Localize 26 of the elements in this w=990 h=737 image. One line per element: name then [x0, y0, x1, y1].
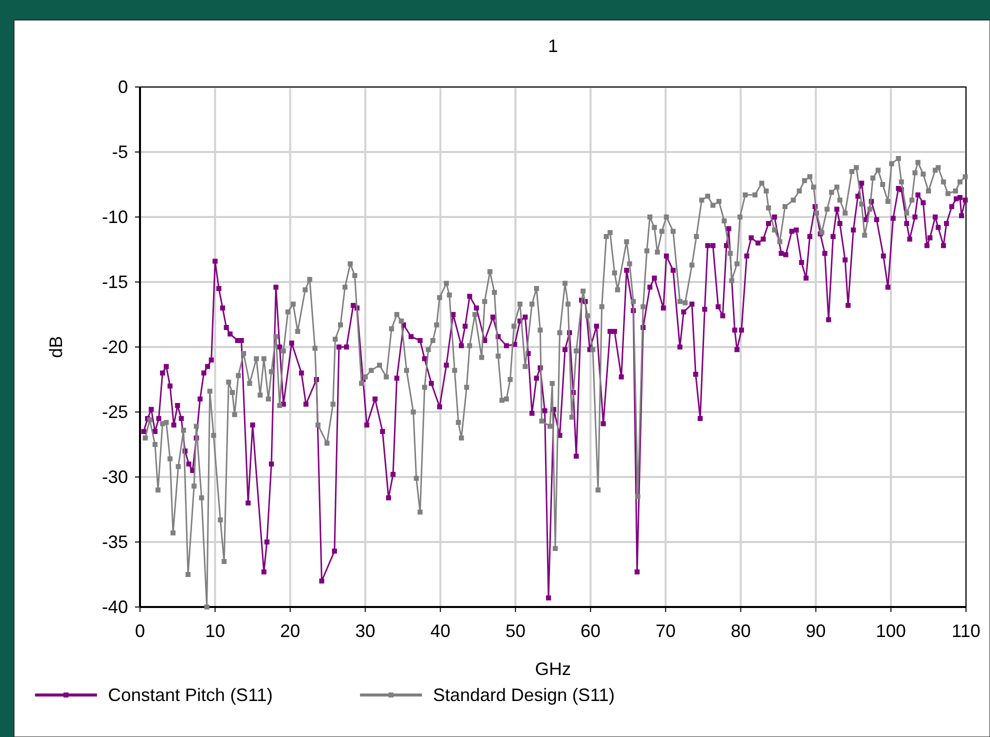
y-tick-label: -20	[102, 337, 128, 357]
x-tick-label: 0	[134, 621, 146, 641]
y-tick-label: -40	[102, 597, 128, 617]
y-axis-title: dB	[46, 336, 66, 358]
x-tick-label: 80	[730, 621, 751, 641]
y-tick-label: -35	[102, 532, 128, 552]
x-tick-label: 40	[430, 621, 450, 641]
x-tick-label: 70	[656, 621, 676, 641]
x-tick-label: 90	[806, 621, 826, 641]
y-tick-label: -15	[102, 272, 128, 292]
legend-label: Standard Design (S11)	[433, 685, 615, 705]
y-tick-label: -30	[102, 467, 128, 487]
x-tick-label: 30	[355, 621, 376, 641]
x-axis-title: GHz	[535, 659, 571, 679]
legend-label: Constant Pitch (S11)	[108, 685, 273, 705]
x-tick-label: 10	[205, 621, 226, 641]
y-tick-label: -5	[112, 142, 128, 162]
x-tick-label: 110	[952, 621, 980, 641]
x-tick-label: 60	[580, 621, 601, 641]
x-tick-label: 100	[876, 621, 906, 641]
x-tick-label: 20	[280, 621, 300, 641]
y-tick-label: 0	[118, 77, 128, 97]
chart-title: 1	[548, 36, 558, 56]
x-tick-label: 50	[505, 621, 526, 641]
y-tick-label: -25	[102, 402, 128, 422]
y-tick-label: -10	[102, 207, 128, 227]
